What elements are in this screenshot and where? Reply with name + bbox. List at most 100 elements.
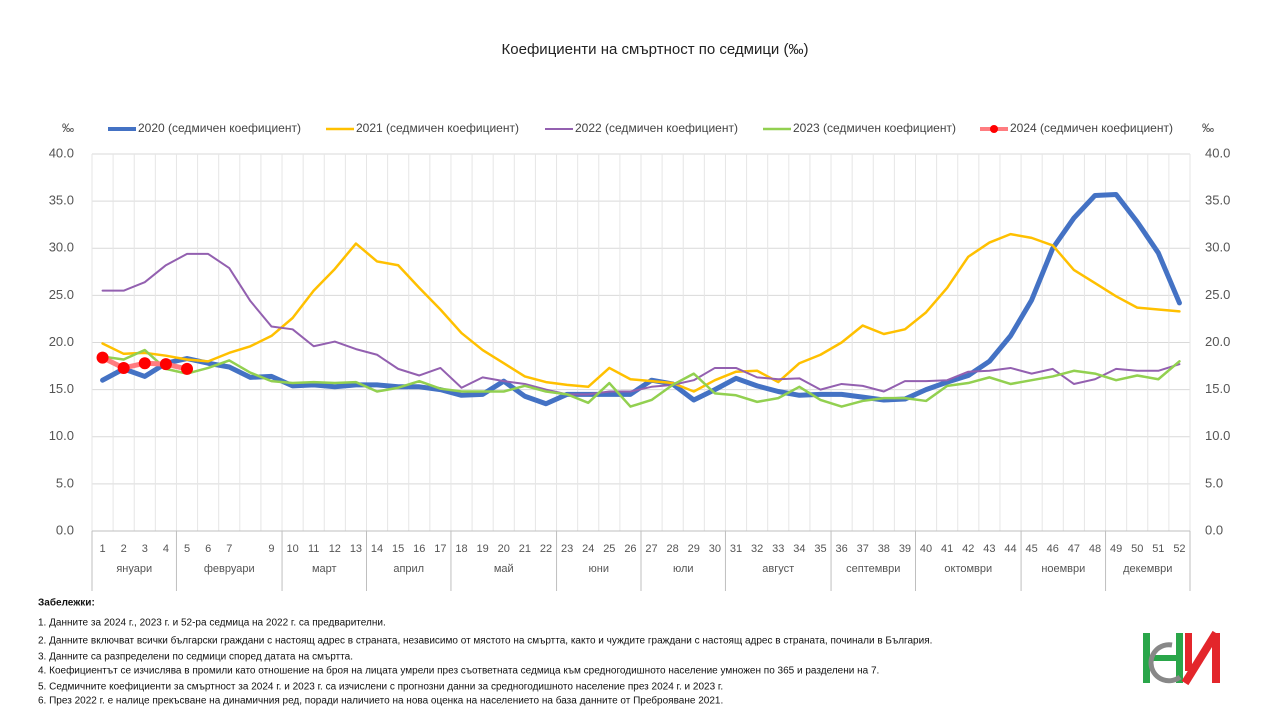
logo bbox=[1143, 630, 1220, 686]
x-tick-label: 50 bbox=[1131, 543, 1143, 555]
month-label: октомври bbox=[944, 563, 992, 575]
x-tick-label: 32 bbox=[751, 543, 763, 555]
x-tick-label: 14 bbox=[371, 543, 383, 555]
y2-tick-label: 35.0 bbox=[1205, 193, 1230, 208]
x-tick-label: 33 bbox=[772, 543, 784, 555]
x-tick-label: 6 bbox=[205, 543, 211, 555]
y-tick-label: 15.0 bbox=[49, 381, 74, 396]
logo-bar bbox=[1185, 633, 1192, 671]
y2-tick-label: 15.0 bbox=[1205, 381, 1230, 396]
month-label: септември bbox=[846, 563, 900, 575]
x-tick-label: 42 bbox=[962, 543, 974, 555]
y2-tick-label: 20.0 bbox=[1205, 334, 1230, 349]
x-tick-label: 30 bbox=[709, 543, 721, 555]
logo-arc bbox=[1148, 642, 1182, 684]
x-tick-label: 26 bbox=[624, 543, 636, 555]
x-tick-label: 34 bbox=[793, 543, 805, 555]
note-line: 2. Данните включват всички български гра… bbox=[38, 635, 932, 647]
logo-bar bbox=[1212, 633, 1220, 683]
x-tick-label: 38 bbox=[878, 543, 890, 555]
x-tick-label: 37 bbox=[857, 543, 869, 555]
x-tick-label: 46 bbox=[1047, 543, 1059, 555]
month-label: февруари bbox=[204, 563, 255, 575]
x-tick-label: 5 bbox=[184, 543, 190, 555]
series-line bbox=[101, 252, 1181, 396]
x-tick-label: 35 bbox=[814, 543, 826, 555]
x-tick-label: 31 bbox=[730, 543, 742, 555]
month-label: май bbox=[494, 563, 514, 575]
x-tick-label: 40 bbox=[920, 543, 932, 555]
series-marker bbox=[117, 361, 130, 374]
series-marker bbox=[159, 358, 172, 371]
x-tick-label: 51 bbox=[1152, 543, 1164, 555]
legend-label: 2024 (седмичен коефициент) bbox=[1010, 121, 1173, 135]
x-tick-label: 25 bbox=[603, 543, 615, 555]
note-line: 6. През 2022 г. е налице прекъсване на д… bbox=[38, 695, 723, 707]
y-tick-label: 10.0 bbox=[49, 428, 74, 443]
y-tick-label: 35.0 bbox=[49, 193, 74, 208]
x-tick-label: 7 bbox=[226, 543, 232, 555]
y2-tick-label: 30.0 bbox=[1205, 240, 1230, 255]
month-label: август bbox=[762, 563, 794, 575]
x-tick-label: 19 bbox=[477, 543, 489, 555]
y2-axis-label: ‰ bbox=[1202, 121, 1214, 135]
month-label: март bbox=[312, 563, 337, 575]
y2-tick-label: 10.0 bbox=[1205, 428, 1230, 443]
y-tick-label: 30.0 bbox=[49, 240, 74, 255]
x-tick-label: 48 bbox=[1089, 543, 1101, 555]
x-tick-label: 43 bbox=[983, 543, 995, 555]
note-line: 5. Седмичните коефициенти за смъртност з… bbox=[38, 681, 723, 693]
month-label: юли bbox=[673, 563, 694, 575]
y2-tick-label: 40.0 bbox=[1205, 145, 1230, 160]
x-tick-label: 12 bbox=[329, 543, 341, 555]
legend-label: 2022 (седмичен коефициент) bbox=[575, 121, 738, 135]
logo-bar bbox=[1143, 655, 1183, 661]
month-label: януари bbox=[116, 563, 152, 575]
x-tick-label: 20 bbox=[498, 543, 510, 555]
x-tick-label: 28 bbox=[667, 543, 679, 555]
series-marker bbox=[181, 362, 194, 375]
x-tick-label: 24 bbox=[582, 543, 594, 555]
x-tick-label: 44 bbox=[1004, 543, 1016, 555]
series-marker bbox=[138, 357, 151, 370]
legend-marker bbox=[990, 125, 998, 133]
y-axis-label: ‰ bbox=[62, 121, 74, 135]
series-line bbox=[101, 348, 1181, 408]
x-tick-label: 47 bbox=[1068, 543, 1080, 555]
month-label: ноември bbox=[1041, 563, 1085, 575]
note-line: 1. Данните за 2024 г., 2023 г. и 52-ра с… bbox=[38, 618, 386, 629]
y2-tick-label: 25.0 bbox=[1205, 287, 1230, 302]
x-tick-label: 41 bbox=[941, 543, 953, 555]
x-tick-label: 49 bbox=[1110, 543, 1122, 555]
x-tick-label: 1 bbox=[99, 543, 105, 555]
chart-title: Коефициенти на смъртност по седмици (‰) bbox=[502, 41, 809, 58]
x-tick-label: 16 bbox=[413, 543, 425, 555]
x-tick-label: 10 bbox=[286, 543, 298, 555]
month-label: април bbox=[393, 563, 424, 575]
y-tick-label: 25.0 bbox=[49, 287, 74, 302]
legend-label: 2021 (седмичен коефициент) bbox=[356, 121, 519, 135]
x-tick-label: 18 bbox=[455, 543, 467, 555]
x-tick-label: 11 bbox=[308, 543, 319, 555]
x-tick-label: 45 bbox=[1026, 543, 1038, 555]
x-tick-label: 36 bbox=[835, 543, 847, 555]
x-tick-label: 17 bbox=[434, 543, 446, 555]
x-tick-label: 52 bbox=[1173, 543, 1185, 555]
notes-heading: Забележки: bbox=[38, 597, 95, 609]
y-tick-label: 40.0 bbox=[49, 145, 74, 160]
y-tick-label: 0.0 bbox=[56, 522, 74, 537]
x-tick-label: 21 bbox=[519, 543, 531, 555]
y2-tick-label: 5.0 bbox=[1205, 475, 1223, 490]
logo-diagonal bbox=[1181, 630, 1220, 686]
y-tick-label: 5.0 bbox=[56, 475, 74, 490]
x-tick-label: 22 bbox=[540, 543, 552, 555]
y2-tick-label: 0.0 bbox=[1205, 522, 1223, 537]
x-tick-label: 3 bbox=[142, 543, 148, 555]
x-tick-label: 39 bbox=[899, 543, 911, 555]
x-tick-label: 27 bbox=[645, 543, 657, 555]
legend-label: 2023 (седмичен коефициент) bbox=[793, 121, 956, 135]
x-tick-label: 4 bbox=[163, 543, 169, 555]
x-tick-label: 2 bbox=[121, 543, 127, 555]
x-tick-label: 15 bbox=[392, 543, 404, 555]
